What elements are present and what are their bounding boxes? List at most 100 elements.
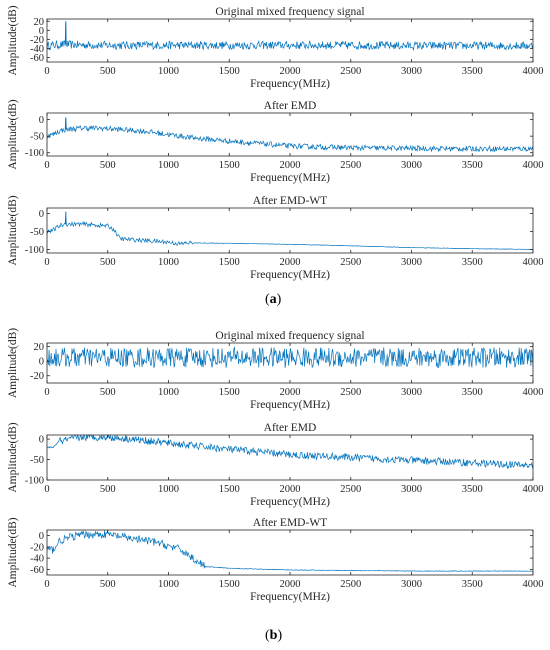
x-tick-label: 3000 [401, 160, 422, 171]
x-tick-label: 500 [100, 484, 116, 495]
y-tick-label: 0 [39, 357, 44, 368]
panel-a-letter: a [269, 292, 277, 307]
x-tick-label: 1500 [219, 160, 240, 171]
x-tick-label: 4000 [523, 387, 544, 398]
y-tick-label: -50 [30, 132, 44, 143]
series-line [46, 215, 534, 250]
x-tick-label: 2500 [340, 579, 361, 590]
x-tick-label: 500 [100, 387, 116, 398]
x-tick-label: 2500 [340, 160, 361, 171]
y-tick-label: -20 [30, 371, 44, 382]
series-line [46, 23, 534, 51]
y-axis-label: Amplitude(dB) [7, 328, 19, 398]
chart-title: Original mixed frequency signal [215, 330, 364, 342]
y-axis-label: Amplitude(dB) [7, 517, 19, 587]
y-axis-label: Amplitude(dB) [7, 5, 19, 75]
chart-panel-1: Original mixed frequency signal 0 500 1000 1… [7, 5, 544, 90]
x-tick-label: 2000 [280, 160, 301, 171]
x-tick-label: 1000 [158, 579, 179, 590]
x-tick-label: 2000 [280, 579, 301, 590]
y-tick-label: 0 [39, 435, 44, 446]
x-axis-label: Frequency(MHz) [250, 591, 330, 603]
chart-title: After EMD [264, 422, 317, 434]
x-tick-label: 2500 [340, 66, 361, 77]
x-tick-label: 2500 [340, 484, 361, 495]
x-tick-label: 2000 [280, 387, 301, 398]
series-line [46, 530, 534, 572]
chart-title: After EMD [264, 100, 317, 112]
x-axis-label: Frequency(MHz) [250, 78, 330, 90]
x-tick-label: 2000 [280, 66, 301, 77]
y-tick-label: -20 [30, 35, 44, 46]
x-tick-label: 0 [44, 257, 49, 268]
y-axis-label: Amplitude(dB) [7, 422, 19, 492]
y-tick-label: -40 [30, 554, 44, 565]
series-line [46, 346, 534, 369]
x-tick-label: 1000 [158, 66, 179, 77]
x-tick-label: 4000 [523, 257, 544, 268]
chart-panel-3: After EMD-WT 0 500 1000 1500 2000 2500 3000 3500… [7, 195, 544, 281]
x-tick-label: 4000 [523, 484, 544, 495]
y-tick-label: 20 [34, 342, 45, 353]
y-tick-label: -100 [25, 476, 44, 487]
x-tick-label: 1000 [158, 257, 179, 268]
chart-panel-2: After EMD 0 500 1000 1500 2000 2500 3000 3500 400… [7, 99, 544, 184]
x-axis-label: Frequency(MHz) [250, 269, 330, 281]
y-tick-label: 0 [39, 531, 44, 542]
x-tick-label: 2000 [280, 257, 301, 268]
chart-title: After EMD-WT [253, 195, 327, 207]
x-tick-label: 3000 [401, 257, 422, 268]
x-tick-label: 2500 [340, 387, 361, 398]
chart-title: After EMD-WT [253, 517, 327, 529]
y-tick-label: 20 [34, 17, 45, 28]
y-tick-label: -20 [30, 542, 44, 553]
x-tick-label: 2000 [280, 484, 301, 495]
y-tick-label: -50 [30, 227, 44, 238]
x-tick-label: 1000 [158, 160, 179, 171]
x-tick-label: 1000 [158, 484, 179, 495]
x-tick-label: 4000 [523, 160, 544, 171]
x-tick-label: 500 [100, 66, 116, 77]
x-axis-label: Frequency(MHz) [250, 172, 330, 184]
y-tick-label: -40 [30, 44, 44, 55]
x-tick-label: 500 [100, 579, 116, 590]
x-tick-label: 3500 [462, 66, 483, 77]
x-tick-label: 500 [100, 160, 116, 171]
panel-b-letter: b [269, 628, 278, 643]
x-tick-label: 1000 [158, 387, 179, 398]
y-tick-label: 0 [39, 26, 44, 37]
y-tick-label: -50 [30, 455, 44, 466]
x-axis-label: Frequency(MHz) [250, 496, 330, 508]
chart-panel-6: After EMD-WT 0 500 1000 1500 2000 2500 3000 3500… [7, 517, 544, 603]
x-tick-label: 3000 [401, 66, 422, 77]
x-tick-label: 0 [44, 160, 49, 171]
series-line [46, 434, 534, 470]
x-tick-label: 1500 [219, 66, 240, 77]
chart-panel-5: After EMD 0 500 1000 1500 2000 2500 3000 3500 400… [7, 422, 544, 508]
x-axis-label: Frequency(MHz) [250, 399, 330, 411]
x-tick-label: 1500 [219, 257, 240, 268]
axes-box [46, 434, 534, 481]
y-tick-label: 0 [39, 209, 44, 220]
x-tick-label: 3000 [401, 484, 422, 495]
x-tick-label: 0 [44, 484, 49, 495]
x-tick-label: 3000 [401, 387, 422, 398]
x-tick-label: 3000 [401, 579, 422, 590]
x-tick-label: 4000 [523, 66, 544, 77]
series-line [46, 117, 534, 153]
y-tick-label: -100 [25, 148, 44, 159]
chart-panel-4: Original mixed frequency signal 0 500 1000 1… [7, 328, 544, 411]
x-tick-label: 3500 [462, 579, 483, 590]
y-axis-label: Amplitude(dB) [7, 195, 19, 265]
x-tick-label: 1500 [219, 484, 240, 495]
x-tick-label: 3500 [462, 387, 483, 398]
y-tick-label: 0 [39, 115, 44, 126]
y-tick-label: -100 [25, 245, 44, 256]
y-axis-label: Amplitude(dB) [7, 99, 19, 169]
x-tick-label: 3500 [462, 257, 483, 268]
x-tick-label: 500 [100, 257, 116, 268]
axes-box [46, 207, 534, 254]
panel-a-label: (a) [265, 292, 282, 307]
axes-box [46, 18, 534, 63]
